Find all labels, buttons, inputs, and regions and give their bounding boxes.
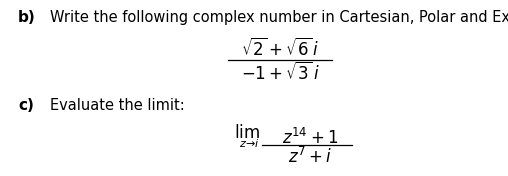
- Text: $\lim$: $\lim$: [234, 124, 260, 142]
- Text: $\sqrt{2} + \sqrt{6}\,i$: $\sqrt{2} + \sqrt{6}\,i$: [241, 38, 319, 60]
- Text: Write the following complex number in Cartesian, Polar and Exponential form.: Write the following complex number in Ca…: [50, 10, 508, 25]
- Text: $-1 + \sqrt{3}\,i$: $-1 + \sqrt{3}\,i$: [241, 62, 319, 84]
- Text: b): b): [18, 10, 36, 25]
- Text: $z^{14} + 1$: $z^{14} + 1$: [282, 128, 338, 148]
- Text: $z\!\to\!i$: $z\!\to\!i$: [239, 137, 260, 149]
- Text: c): c): [18, 98, 34, 113]
- Text: $z^{7} + i$: $z^{7} + i$: [288, 147, 332, 167]
- Text: Evaluate the limit:: Evaluate the limit:: [50, 98, 185, 113]
